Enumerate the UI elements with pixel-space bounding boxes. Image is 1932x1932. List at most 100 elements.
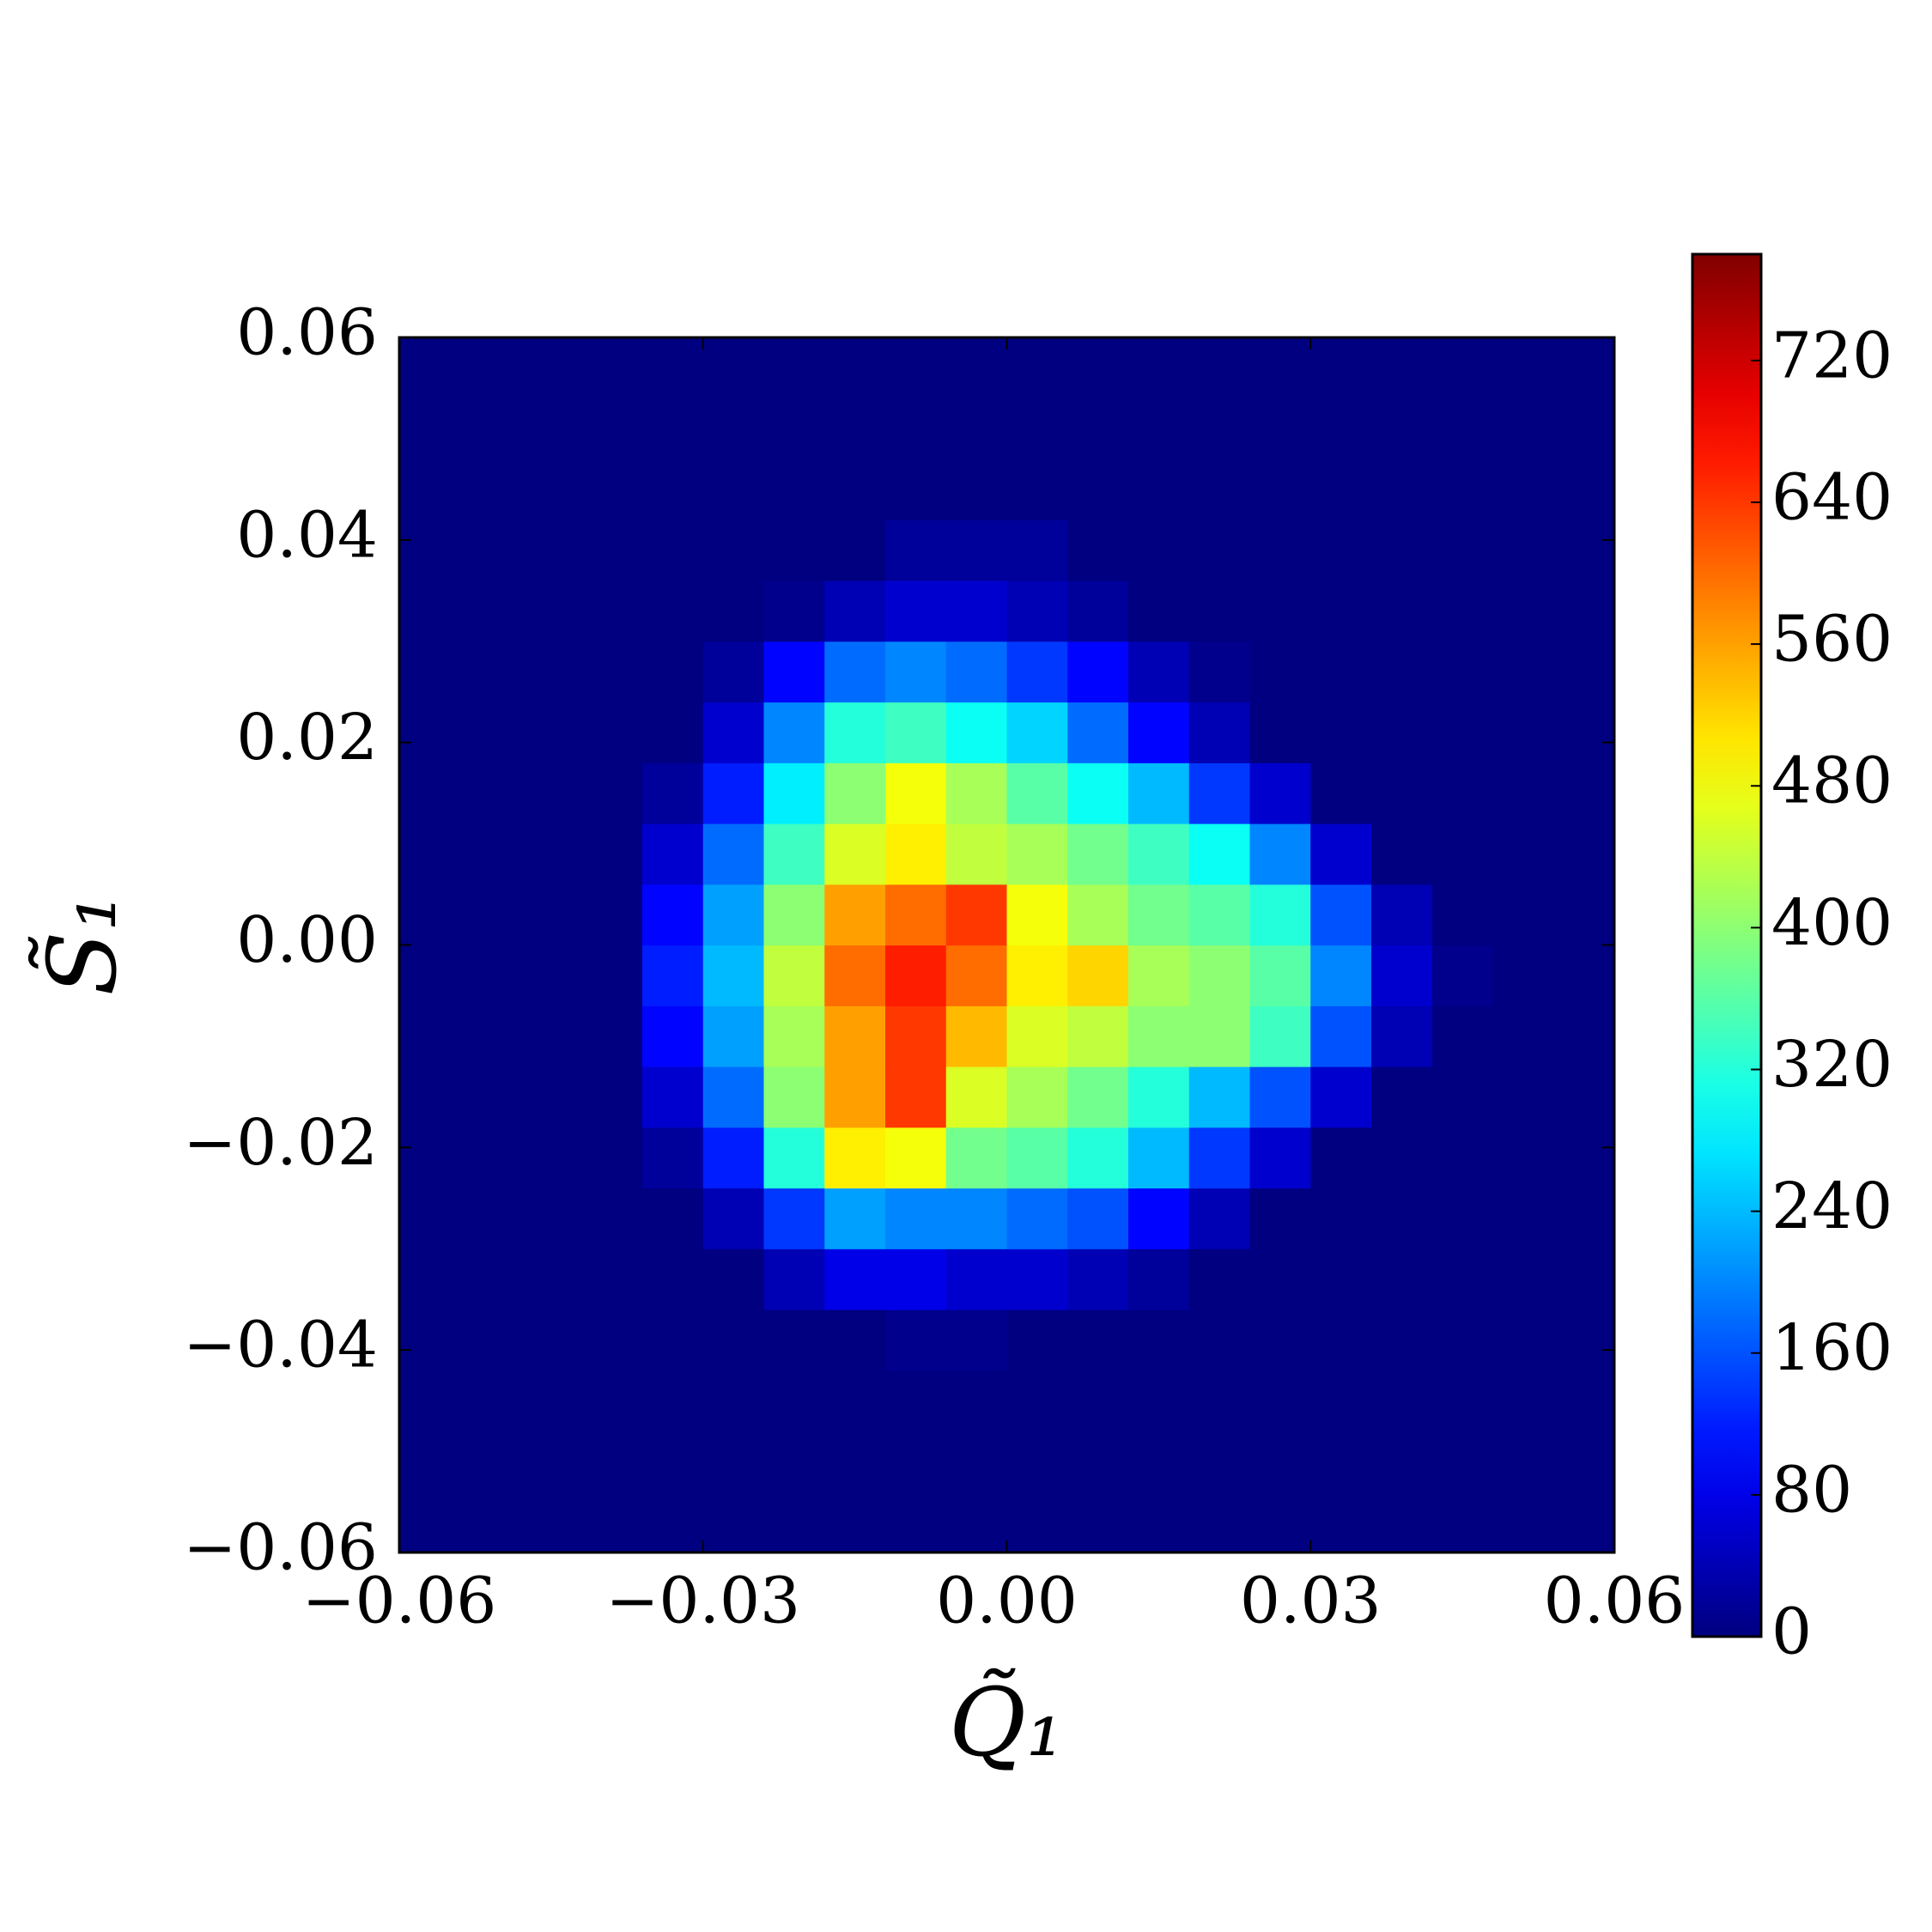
heatmap-cell: [1431, 702, 1494, 763]
heatmap-cell: [1310, 641, 1372, 703]
heatmap-cell: [763, 884, 825, 946]
heatmap-cell: [1249, 945, 1311, 1006]
heatmap-cell: [459, 1249, 522, 1310]
heatmap-cell: [1310, 823, 1372, 885]
heatmap-cell: [520, 1309, 582, 1371]
heatmap-cell: [642, 1370, 704, 1432]
colorbar-tick-label: 0: [1771, 1595, 1812, 1668]
heatmap-cell: [1128, 1188, 1190, 1249]
heatmap-cell: [520, 1005, 582, 1067]
heatmap-cell: [1067, 702, 1129, 763]
heatmap-cell: [642, 1005, 704, 1067]
heatmap-cell: [1492, 1127, 1554, 1189]
heatmap-cell: [702, 823, 765, 885]
heatmap-cell: [1128, 823, 1190, 885]
heatmap-cell: [1371, 1431, 1433, 1492]
heatmap-cell: [1492, 1066, 1554, 1128]
heatmap-cell: [1553, 1188, 1615, 1249]
y-axis-label: S̃₁: [27, 893, 137, 995]
heatmap-cell: [1553, 580, 1615, 642]
heatmap-cell: [824, 337, 886, 399]
heatmap-cell: [399, 945, 461, 1006]
heatmap-cell: [1492, 1431, 1554, 1492]
heatmap-cell: [945, 823, 1008, 885]
heatmap-cell: [1128, 1249, 1190, 1310]
heatmap-cell: [1553, 762, 1615, 824]
y-tick-label: −0.02: [183, 1106, 378, 1180]
heatmap-cell: [399, 1066, 461, 1128]
heatmap-cell: [1006, 398, 1068, 460]
heatmap-cell: [1188, 1066, 1251, 1128]
heatmap-cell: [1249, 702, 1311, 763]
heatmap-cell: [1371, 337, 1433, 399]
heatmap-cell: [399, 641, 461, 703]
heatmap-cell: [581, 1188, 643, 1249]
heatmap-cell: [459, 823, 522, 885]
heatmap-cell: [520, 945, 582, 1006]
heatmap-cell: [1128, 1370, 1190, 1432]
heatmap-cell: [1067, 1127, 1129, 1189]
heatmap-cell: [1371, 1188, 1433, 1249]
heatmap-cell: [885, 1066, 947, 1128]
heatmap-cell: [1310, 337, 1372, 399]
heatmap-cell: [885, 580, 947, 642]
heatmap-cell: [1249, 1127, 1311, 1189]
heatmap-cell: [1067, 945, 1129, 1006]
heatmap-cell: [520, 580, 582, 642]
heatmap-cell: [1067, 337, 1129, 399]
heatmap-cell: [1006, 1431, 1068, 1492]
heatmap-cell: [581, 398, 643, 460]
heatmap-cell: [581, 1370, 643, 1432]
heatmap-cell: [1188, 1431, 1251, 1492]
heatmap-cell: [459, 641, 522, 703]
heatmap-cell: [1128, 641, 1190, 703]
heatmap-cell: [520, 641, 582, 703]
heatmap-cell: [581, 580, 643, 642]
heatmap-cell: [1310, 945, 1372, 1006]
heatmap-cell: [581, 823, 643, 885]
heatmap-cell: [520, 1370, 582, 1432]
heatmap-cell: [1188, 702, 1251, 763]
heatmap-cell: [763, 1249, 825, 1310]
heatmap-cell: [702, 1249, 765, 1310]
heatmap-cell: [1553, 1005, 1615, 1067]
heatmap-cell: [1553, 702, 1615, 763]
heatmap-cell: [1006, 945, 1068, 1006]
heatmap-cell: [1310, 1188, 1372, 1249]
heatmap-cell: [885, 1188, 947, 1249]
heatmap-cell: [1431, 1005, 1494, 1067]
heatmap-cell: [459, 1370, 522, 1432]
heatmap-cell: [642, 762, 704, 824]
heatmap-cell: [1431, 519, 1494, 581]
heatmap-cell: [642, 1492, 704, 1553]
heatmap-cell: [702, 1431, 765, 1492]
heatmap-cell: [1067, 1492, 1129, 1553]
heatmap-cell: [1128, 519, 1190, 581]
heatmap-cell: [1128, 580, 1190, 642]
heatmap-cell: [581, 1066, 643, 1128]
heatmap-cell: [1249, 398, 1311, 460]
heatmap-cell: [1431, 580, 1494, 642]
heatmap-cell: [1553, 1431, 1615, 1492]
heatmap-cell: [1249, 1188, 1311, 1249]
heatmap-cell: [1249, 884, 1311, 946]
heatmap-cell: [702, 580, 765, 642]
colorbar-tick-label: 560: [1771, 603, 1893, 677]
x-tick-label: −0.06: [302, 1564, 497, 1637]
heatmap-cell: [1431, 1370, 1494, 1432]
heatmap-cell: [945, 1370, 1008, 1432]
x-tick-label: 0.00: [936, 1564, 1078, 1637]
heatmap-cell: [1006, 762, 1068, 824]
heatmap-cell: [1006, 823, 1068, 885]
heatmap-cell: [824, 1127, 886, 1189]
heatmap-cell: [1553, 823, 1615, 885]
heatmap-cell: [642, 823, 704, 885]
heatmap-cell: [885, 1370, 947, 1432]
heatmap-cell: [459, 580, 522, 642]
heatmap-cell: [763, 1309, 825, 1371]
heatmap-cell: [642, 1127, 704, 1189]
heatmap-cell: [1067, 1249, 1129, 1310]
colorbar-tick-label: 160: [1771, 1311, 1893, 1385]
heatmap-cell: [1431, 823, 1494, 885]
colorbar-tick-label: 400: [1771, 886, 1893, 960]
